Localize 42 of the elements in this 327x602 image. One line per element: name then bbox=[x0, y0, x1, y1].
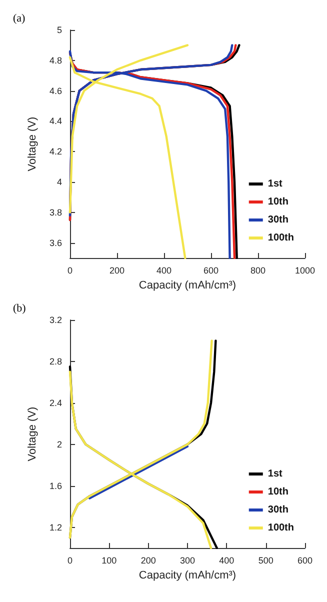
x-tick-label: 800 bbox=[250, 266, 266, 276]
x-tick-label: 500 bbox=[258, 556, 274, 566]
y-tick-label: 4.2 bbox=[49, 146, 62, 157]
y-tick-label: 3.8 bbox=[49, 207, 62, 218]
y-tick-label: 4.4 bbox=[49, 116, 62, 126]
legend-label: 30th bbox=[268, 504, 288, 516]
y-tick-label: 3.6 bbox=[49, 238, 62, 248]
x-tick-label: 0 bbox=[67, 266, 73, 276]
x-tick-label: 600 bbox=[203, 266, 219, 276]
chart-title: (b) bbox=[13, 302, 26, 314]
y-tick-label: 2.8 bbox=[49, 356, 62, 366]
y-tick-label: 4.6 bbox=[49, 86, 62, 96]
x-tick-label: 600 bbox=[297, 556, 313, 566]
x-tick-label: 100 bbox=[102, 556, 117, 566]
x-tick-label: 200 bbox=[140, 556, 156, 566]
y-tick-label: 1.2 bbox=[49, 522, 62, 532]
legend-label: 100th bbox=[268, 522, 294, 534]
y-axis-title: Voltage (V) bbox=[26, 116, 38, 172]
x-axis-title: Capacity (mAh/cm³) bbox=[138, 280, 236, 292]
x-tick-label: 400 bbox=[219, 556, 234, 566]
legend-label: 1st bbox=[268, 178, 283, 190]
y-axis-title: Voltage (V) bbox=[26, 406, 38, 462]
y-tick-label: 5 bbox=[56, 25, 62, 35]
x-tick-label: 1000 bbox=[294, 266, 316, 276]
y-tick-label: 2 bbox=[56, 439, 62, 450]
legend-label: 30th bbox=[268, 214, 288, 226]
x-tick-label: 0 bbox=[67, 556, 73, 566]
x-tick-label: 200 bbox=[109, 266, 125, 276]
legend-label: 10th bbox=[268, 196, 288, 208]
y-tick-label: 1.6 bbox=[49, 480, 62, 491]
legend-label: 100th bbox=[268, 232, 294, 244]
x-tick-label: 400 bbox=[156, 266, 172, 276]
chart-title: (a) bbox=[13, 12, 26, 24]
legend-label: 1st bbox=[268, 468, 283, 480]
x-tick-label: 300 bbox=[180, 556, 196, 566]
legend-label: 10th bbox=[268, 486, 288, 498]
y-tick-label: 3.2 bbox=[49, 315, 62, 325]
line-series bbox=[88, 445, 189, 500]
x-axis-title: Capacity (mAh/cm³) bbox=[138, 570, 236, 582]
y-tick-label: 4 bbox=[56, 177, 62, 187]
y-tick-label: 4.8 bbox=[49, 55, 62, 66]
y-tick-label: 2.4 bbox=[49, 398, 62, 408]
